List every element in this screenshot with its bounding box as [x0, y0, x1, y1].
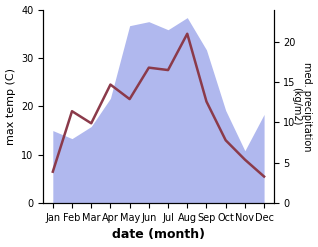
Y-axis label: med. precipitation
(kg/m2): med. precipitation (kg/m2) — [291, 62, 313, 151]
X-axis label: date (month): date (month) — [112, 228, 205, 242]
Y-axis label: max temp (C): max temp (C) — [5, 68, 16, 145]
